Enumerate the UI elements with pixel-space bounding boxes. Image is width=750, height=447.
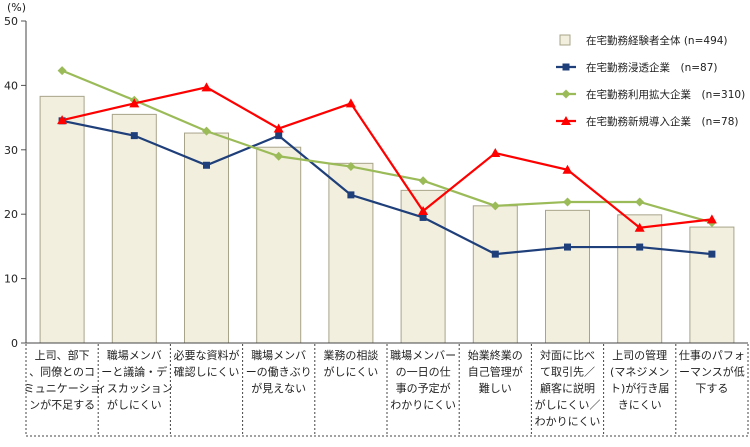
category-label: 職場メンバ (251, 349, 306, 362)
data-point-triangle (129, 98, 140, 108)
legend-label: 在宅勤務浸透企業 (n=87) (586, 61, 718, 74)
y-tick-label: 40 (4, 79, 18, 92)
data-point-triangle (561, 116, 571, 125)
legend-label: 在宅勤務新規導入企業 (n=78) (586, 115, 739, 128)
data-point-square (203, 161, 210, 169)
category-label: 始業終業の (468, 348, 523, 362)
category-label: 下する (695, 382, 728, 395)
data-point-diamond (635, 197, 645, 207)
data-point-triangle (706, 214, 717, 224)
category-label: ィスカッション (96, 382, 173, 395)
data-point-diamond (490, 201, 500, 211)
y-tick-label: 20 (4, 208, 18, 221)
category-label: 難しい (479, 382, 512, 395)
category-label: 顧客に説明 (540, 381, 595, 395)
category-label: きにくい (618, 399, 662, 412)
category-label: 事の予定が (396, 381, 451, 395)
category-label: 自己管理が (468, 365, 523, 379)
data-point-diamond (346, 162, 356, 172)
bar (617, 214, 663, 344)
data-point-square (491, 250, 499, 258)
bar (39, 95, 85, 344)
category-label: 上司、部下 (35, 348, 90, 362)
category-label: 職場メンバー (390, 349, 456, 362)
y-tick-label: 10 (4, 273, 18, 286)
category-label: 上司の管理 (612, 348, 667, 362)
y-tick-label: 30 (4, 144, 18, 157)
data-point-square (562, 63, 570, 71)
category-label: ーマンスが低 (679, 365, 745, 379)
category-label: ト)が行き届 (610, 381, 669, 395)
data-point-square (708, 250, 716, 258)
y-tick-label: 0 (11, 337, 18, 350)
category-label: わかりにくい (535, 415, 601, 428)
bar (689, 226, 735, 344)
legend-swatch (559, 34, 571, 46)
bar (111, 113, 157, 344)
category-label: 確認しにくい (174, 365, 240, 379)
data-point-square (564, 243, 571, 251)
category-label: 対面に比べ (540, 348, 595, 362)
category-label: 必要な資料が (174, 348, 240, 362)
category-label: がしにくい／ (535, 398, 601, 412)
category-label: がしにくい (107, 398, 162, 412)
series-line (61, 69, 713, 224)
category-label: が見えない (251, 381, 306, 395)
data-point-diamond (418, 176, 428, 186)
category-label: (マネジメン (610, 366, 669, 379)
category-label: ーと議論・デ (101, 365, 167, 379)
legend-label: 在宅勤務利用拡大企業 (n=310) (586, 88, 745, 101)
data-point-triangle (201, 82, 212, 92)
category-label: 、同僚とのコ (29, 366, 95, 379)
series-line (61, 119, 713, 256)
data-point-triangle (634, 222, 645, 232)
series-line (61, 86, 713, 229)
data-point-square (275, 132, 283, 140)
data-point-triangle (345, 98, 356, 108)
data-point-square (347, 191, 355, 199)
data-point-square (419, 213, 427, 221)
category-label: て取引先／ (540, 365, 595, 379)
category-label: ミュニケーショ (24, 382, 101, 395)
data-point-square (130, 132, 138, 140)
category-label: わかりにくい (390, 399, 456, 412)
y-unit-label: (%) (7, 1, 26, 14)
y-tick-label: 50 (4, 15, 18, 28)
bar (328, 162, 374, 344)
bar (256, 146, 302, 344)
data-point-triangle (273, 123, 284, 133)
data-point-triangle (418, 205, 429, 215)
bar (545, 209, 590, 344)
bar (472, 205, 518, 344)
category-label: ーの働きぶり (246, 366, 312, 379)
legend-label: 在宅勤務経験者全体 (n=494) (586, 34, 728, 47)
data-point-triangle (490, 148, 501, 158)
category-label: ンが不足する (29, 398, 95, 412)
category-label: 業務の相談 (323, 348, 378, 362)
data-point-diamond (202, 126, 211, 136)
data-point-diamond (274, 151, 284, 161)
data-point-diamond (563, 197, 572, 207)
data-point-diamond (561, 89, 571, 99)
category-label: 仕事のパフォ (679, 349, 745, 362)
category-label: 職場メンバ (107, 349, 162, 362)
category-label: がしにくい (324, 365, 379, 379)
data-point-diamond (57, 66, 67, 76)
category-label: の一日の仕 (396, 366, 451, 379)
data-point-triangle (57, 115, 68, 125)
data-point-square (636, 243, 644, 251)
data-point-triangle (562, 164, 573, 174)
